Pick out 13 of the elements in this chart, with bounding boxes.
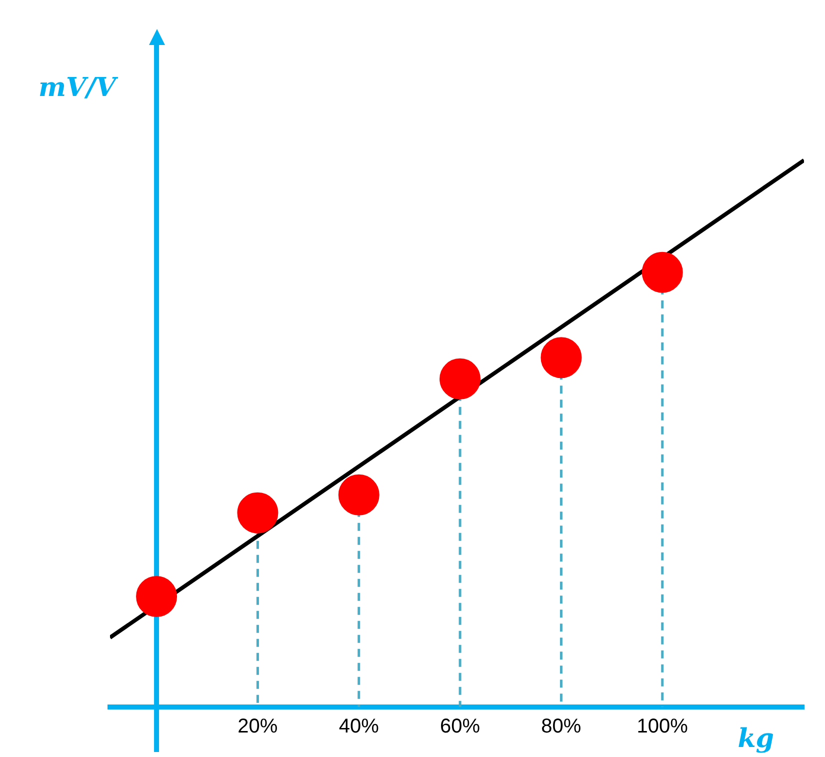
point xyxy=(642,252,683,293)
y-axis-title: mV/V xyxy=(38,72,119,103)
point xyxy=(338,474,380,516)
x-tick-label: 40% xyxy=(338,716,380,738)
point xyxy=(440,358,481,400)
x-tick-label: 20% xyxy=(238,716,278,738)
point xyxy=(540,337,582,378)
point xyxy=(237,492,278,534)
x-axis-title: kg xyxy=(738,724,774,754)
x-tick-label: 100% xyxy=(636,716,688,738)
point xyxy=(136,576,178,618)
x-tick-label: 80% xyxy=(541,716,582,738)
x-tick-label: 60% xyxy=(440,716,480,738)
